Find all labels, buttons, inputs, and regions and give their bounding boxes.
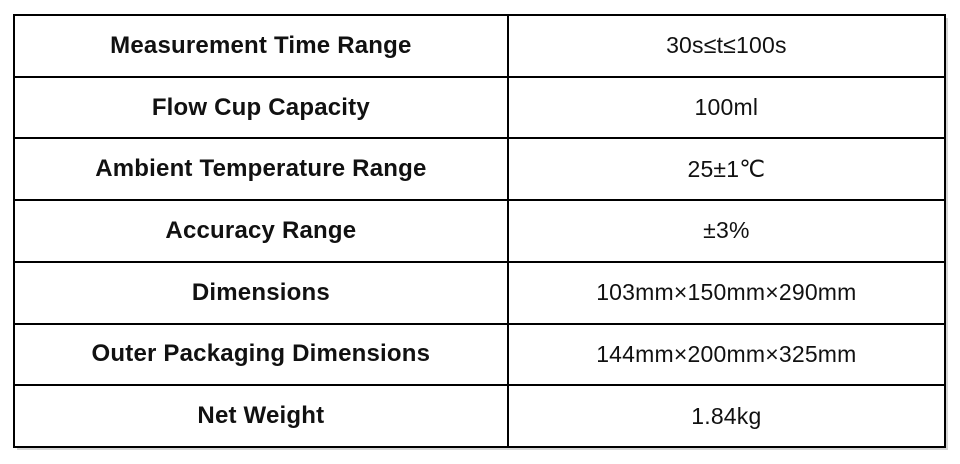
spec-value-outer-packaging-dimensions: 144mm×200mm×325mm xyxy=(506,322,947,387)
spec-value-net-weight: 1.84kg xyxy=(506,384,947,448)
table-row: Dimensions 103mm×150mm×290mm xyxy=(13,260,947,325)
spec-label-outer-packaging-dimensions: Outer Packaging Dimensions xyxy=(13,322,509,387)
spec-value-measurement-time-range: 30s≤t≤100s xyxy=(506,14,947,78)
spec-label-accuracy-range: Accuracy Range xyxy=(13,199,509,263)
table-row: Measurement Time Range 30s≤t≤100s xyxy=(13,14,947,78)
spec-label-net-weight: Net Weight xyxy=(13,384,509,448)
spec-label-measurement-time-range: Measurement Time Range xyxy=(13,14,509,78)
table-row: Net Weight 1.84kg xyxy=(13,384,947,448)
spec-value-dimensions: 103mm×150mm×290mm xyxy=(506,260,947,325)
table-row: Accuracy Range ±3% xyxy=(13,199,947,263)
table-row: Outer Packaging Dimensions 144mm×200mm×3… xyxy=(13,322,947,387)
spec-value-accuracy-range: ±3% xyxy=(506,199,947,263)
spec-value-flow-cup-capacity: 100ml xyxy=(506,75,947,140)
spec-label-ambient-temperature-range: Ambient Temperature Range xyxy=(13,137,509,202)
spec-label-flow-cup-capacity: Flow Cup Capacity xyxy=(13,75,509,140)
spec-table: Measurement Time Range 30s≤t≤100s Flow C… xyxy=(13,14,947,448)
spec-label-dimensions: Dimensions xyxy=(13,260,509,325)
spec-value-ambient-temperature-range: 25±1℃ xyxy=(506,137,947,202)
table-row: Ambient Temperature Range 25±1℃ xyxy=(13,137,947,202)
spec-table-body: Measurement Time Range 30s≤t≤100s Flow C… xyxy=(13,14,947,448)
table-row: Flow Cup Capacity 100ml xyxy=(13,75,947,140)
